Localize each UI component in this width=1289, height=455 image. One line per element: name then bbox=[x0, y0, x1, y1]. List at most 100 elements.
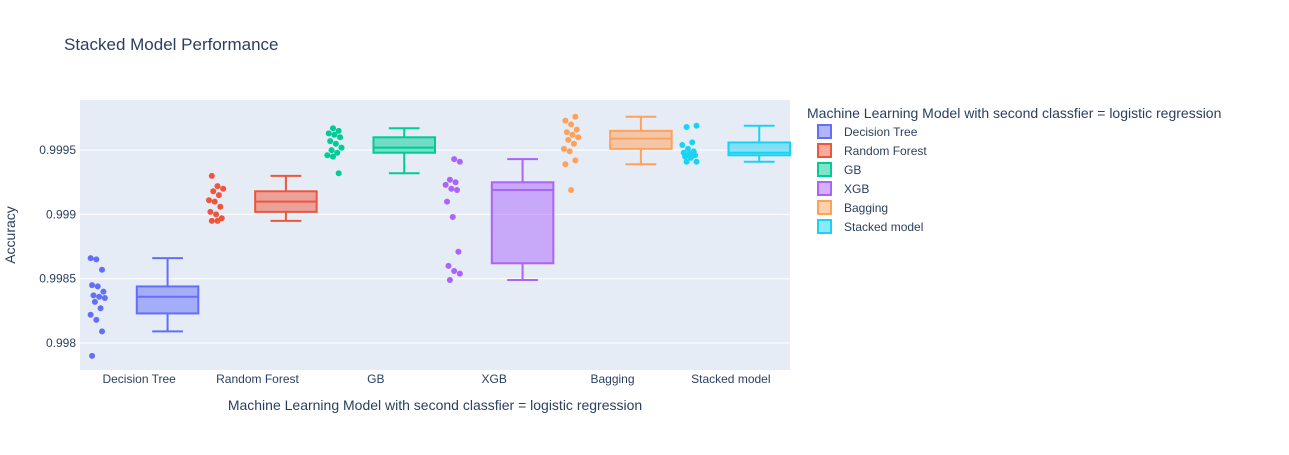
data-point bbox=[207, 208, 214, 215]
data-point bbox=[338, 144, 345, 151]
data-point bbox=[444, 198, 451, 205]
data-point bbox=[693, 122, 700, 129]
data-point bbox=[205, 197, 212, 204]
data-point bbox=[568, 121, 575, 128]
iqr-box bbox=[372, 136, 437, 154]
legend-swatch bbox=[817, 143, 832, 158]
data-point bbox=[442, 181, 449, 188]
data-point bbox=[682, 153, 689, 160]
data-point bbox=[89, 282, 96, 289]
data-point bbox=[96, 293, 103, 300]
data-point bbox=[448, 185, 455, 192]
data-point bbox=[684, 145, 691, 152]
data-point bbox=[451, 156, 458, 163]
box-trace bbox=[324, 125, 437, 177]
legend-swatch bbox=[817, 200, 832, 215]
legend-item: XGB bbox=[817, 181, 869, 196]
data-point bbox=[334, 149, 341, 156]
x-tick-label: Random Forest bbox=[216, 372, 299, 386]
data-point bbox=[573, 126, 580, 133]
iqr-box bbox=[135, 285, 200, 315]
data-point bbox=[331, 131, 338, 138]
legend-item: Bagging bbox=[817, 200, 888, 215]
data-point bbox=[329, 125, 336, 132]
data-point bbox=[210, 188, 217, 195]
x-tick-label: XGB bbox=[481, 372, 506, 386]
data-point bbox=[208, 217, 215, 224]
x-axis-title: Machine Learning Model with second class… bbox=[228, 397, 642, 413]
box-trace bbox=[205, 172, 318, 224]
data-point bbox=[91, 298, 98, 305]
y-tick-label: 0.999 bbox=[46, 207, 76, 221]
data-point bbox=[327, 138, 334, 145]
data-point bbox=[215, 192, 222, 199]
data-point bbox=[325, 130, 332, 137]
data-point bbox=[693, 158, 700, 165]
data-point bbox=[329, 153, 336, 160]
y-axis-title: Accuracy bbox=[2, 206, 18, 264]
data-point bbox=[565, 136, 572, 143]
data-point bbox=[563, 129, 570, 136]
data-point bbox=[560, 145, 567, 152]
legend-item: Random Forest bbox=[817, 143, 927, 158]
data-point bbox=[87, 311, 94, 318]
y-tick-label: 0.998 bbox=[46, 336, 76, 350]
y-tick-label: 0.9985 bbox=[39, 272, 76, 286]
data-point bbox=[689, 139, 696, 146]
data-point bbox=[99, 328, 106, 335]
legend-label: Decision Tree bbox=[844, 125, 918, 139]
x-tick-label: Bagging bbox=[590, 372, 634, 386]
legend-item: Stacked model bbox=[817, 219, 923, 234]
data-point bbox=[337, 134, 344, 141]
data-point bbox=[93, 316, 100, 323]
legend-swatch bbox=[817, 219, 832, 234]
data-point bbox=[445, 262, 452, 269]
data-point bbox=[214, 217, 221, 224]
data-point bbox=[335, 170, 342, 177]
legend-label: Random Forest bbox=[844, 144, 927, 158]
data-point bbox=[452, 179, 459, 186]
data-point bbox=[335, 127, 342, 134]
data-point bbox=[683, 158, 690, 165]
data-point bbox=[683, 124, 690, 130]
box-trace bbox=[560, 113, 673, 193]
data-point bbox=[570, 140, 577, 147]
box-traces bbox=[87, 113, 792, 359]
box-trace bbox=[87, 255, 200, 359]
legend: Machine Learning Model with second class… bbox=[807, 105, 1221, 234]
data-point bbox=[446, 277, 453, 283]
data-point bbox=[449, 214, 456, 220]
x-tick-labels: Decision Tree Random Forest GB XGB Bagging St… bbox=[102, 372, 770, 386]
data-point bbox=[454, 187, 461, 193]
x-tick-label: GB bbox=[367, 372, 384, 386]
x-tick-label: Decision Tree bbox=[102, 372, 176, 386]
data-point bbox=[456, 270, 463, 277]
data-point bbox=[562, 117, 569, 124]
legend-item: Decision Tree bbox=[817, 124, 918, 139]
box-trace bbox=[442, 156, 555, 283]
data-point bbox=[572, 113, 579, 120]
legend-label: Bagging bbox=[844, 201, 888, 215]
legend-items: Decision Tree Random Forest GB XGB Bagging St… bbox=[817, 124, 927, 234]
legend-label: XGB bbox=[844, 182, 869, 196]
data-point bbox=[94, 283, 101, 290]
data-point bbox=[575, 134, 582, 141]
data-point bbox=[90, 292, 97, 299]
data-point bbox=[568, 187, 575, 193]
data-point bbox=[211, 198, 218, 205]
legend-label: GB bbox=[844, 163, 861, 177]
data-point bbox=[99, 266, 106, 273]
data-point bbox=[101, 295, 108, 301]
data-point bbox=[208, 172, 215, 179]
legend-label: Stacked model bbox=[844, 220, 923, 234]
data-point bbox=[220, 185, 227, 192]
data-point bbox=[217, 203, 224, 210]
box-trace bbox=[679, 122, 792, 165]
data-point bbox=[679, 142, 686, 148]
y-tick-labels: 0.998 0.9985 0.999 0.9995 bbox=[39, 143, 76, 350]
data-point bbox=[562, 161, 569, 168]
legend-swatch bbox=[817, 124, 832, 139]
chart-title: Stacked Model Performance bbox=[64, 35, 279, 54]
